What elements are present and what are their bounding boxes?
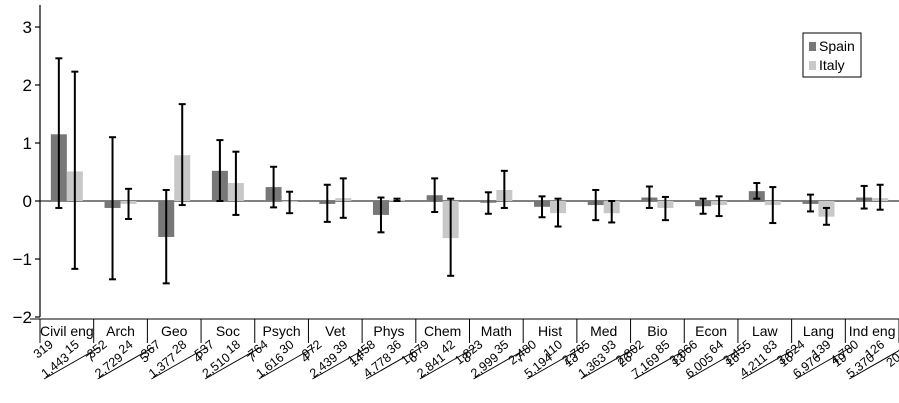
count-label: 85 bbox=[653, 337, 673, 357]
category-label: Vet bbox=[325, 323, 345, 339]
category-label: Econ bbox=[695, 323, 727, 339]
count-separator bbox=[795, 346, 852, 380]
legend-swatch-spain bbox=[809, 42, 816, 51]
count-label: 24 bbox=[116, 337, 136, 357]
category-label: Chem bbox=[424, 323, 461, 339]
count-separator bbox=[688, 346, 745, 380]
count-label: 64 bbox=[707, 337, 727, 357]
y-tick-label: 3 bbox=[23, 18, 32, 37]
category-label: Law bbox=[752, 323, 779, 339]
count-separator bbox=[312, 346, 369, 380]
category-label: Bio bbox=[647, 323, 667, 339]
category-label: Psych bbox=[263, 323, 301, 339]
legend-label-spain: Spain bbox=[819, 38, 855, 54]
count-label: 13 bbox=[561, 350, 581, 370]
chart-bars bbox=[50, 134, 889, 239]
category-label: Soc bbox=[216, 323, 240, 339]
chart-legend: Spain Italy bbox=[802, 32, 862, 78]
count-label: 16 bbox=[776, 350, 796, 370]
count-label: 93 bbox=[599, 337, 619, 357]
count-separator bbox=[473, 346, 530, 380]
category-label: Med bbox=[590, 323, 617, 339]
y-tick-label: −2 bbox=[13, 308, 32, 327]
count-separator bbox=[151, 346, 208, 380]
count-label: 18 bbox=[223, 337, 243, 357]
count-separator bbox=[204, 346, 262, 380]
y-tick-label: 2 bbox=[23, 76, 32, 95]
category-labels: Civil eng Arch Geo Soc Psych Vet Phys Chem Math H… bbox=[30, 318, 899, 343]
category-label: Phys bbox=[373, 323, 404, 339]
chart-axes: −2 −1 0 1 2 3 bbox=[13, 5, 899, 327]
count-separator bbox=[97, 346, 154, 380]
count-label: 83 bbox=[760, 337, 780, 357]
category-label: Geo bbox=[161, 323, 188, 339]
count-separator bbox=[365, 346, 423, 380]
chart-error-bars bbox=[55, 57, 884, 285]
count-label: 15 bbox=[723, 350, 743, 370]
category-label: Civil eng bbox=[40, 323, 94, 339]
count-label: 28 bbox=[170, 337, 190, 357]
count-separator bbox=[634, 346, 691, 380]
category-label: Ind eng bbox=[849, 323, 896, 339]
count-label: 42 bbox=[438, 337, 458, 357]
count-label: 13 bbox=[669, 350, 689, 370]
count-label: 39 bbox=[331, 337, 351, 357]
count-label: 20 bbox=[884, 350, 899, 370]
count-label: 19 bbox=[830, 350, 850, 370]
category-label: Arch bbox=[106, 323, 135, 339]
category-label: Math bbox=[481, 323, 512, 339]
count-separator bbox=[741, 346, 799, 380]
count-label: 15 bbox=[62, 337, 82, 357]
count-separator bbox=[419, 346, 477, 380]
legend-label-italy: Italy bbox=[819, 57, 845, 73]
count-separator bbox=[43, 346, 101, 380]
count-label: 35 bbox=[492, 337, 512, 357]
legend-swatch-italy bbox=[809, 61, 816, 70]
y-tick-label: 1 bbox=[23, 134, 32, 153]
count-label: 36 bbox=[384, 337, 404, 357]
count-separator bbox=[849, 350, 899, 380]
count-separator bbox=[526, 346, 584, 380]
count-label: 319 bbox=[31, 337, 56, 361]
count-label: 30 bbox=[277, 337, 297, 357]
count-label: 26 bbox=[615, 350, 635, 370]
count-separator bbox=[258, 346, 315, 380]
y-tick-label: 0 bbox=[23, 192, 32, 211]
y-tick-label: −1 bbox=[13, 250, 32, 269]
count-separator bbox=[580, 346, 638, 380]
count-label: 14 bbox=[347, 350, 367, 370]
category-label: Hist bbox=[538, 323, 562, 339]
category-label: Lang bbox=[803, 323, 834, 339]
